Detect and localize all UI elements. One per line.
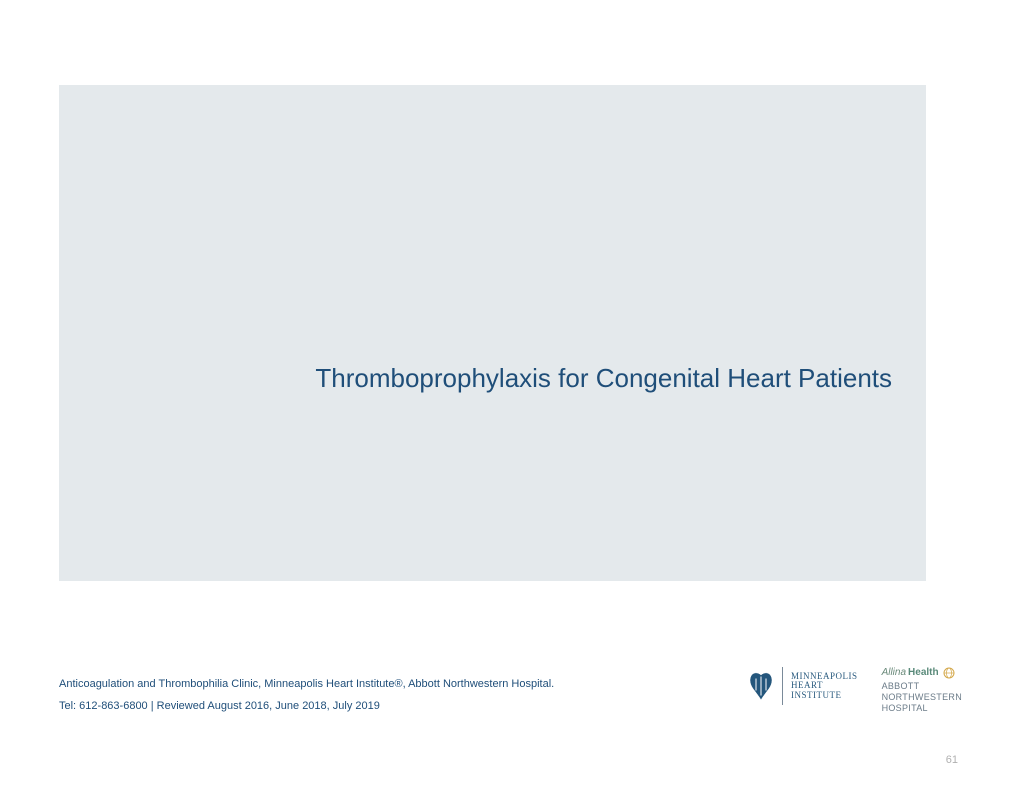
health-text: Health — [908, 667, 939, 679]
mhi-line3: INSTITUTE — [791, 691, 858, 700]
allina-logo: Allina Health ABBOTT NORTHWESTERN HOSPIT… — [882, 667, 962, 713]
abbott-line1: ABBOTT — [882, 681, 962, 692]
abbott-line2: NORTHWESTERN — [882, 692, 962, 703]
title-block: Thromboprophylaxis for Congenital Heart … — [59, 85, 926, 581]
abbott-line3: HOSPITAL — [882, 703, 962, 714]
globe-icon — [943, 667, 955, 679]
page-title: Thromboprophylaxis for Congenital Heart … — [315, 363, 892, 394]
allina-text: Allina — [882, 667, 906, 679]
footer-text: Anticoagulation and Thrombophilia Clinic… — [59, 676, 699, 715]
mhi-divider — [782, 667, 783, 705]
logos-container: MINNEAPOLIS HEART INSTITUTE Allina Healt… — [748, 667, 962, 713]
tel-info: Tel: 612-863-6800 | Reviewed August 2016… — [59, 698, 699, 716]
clinic-info: Anticoagulation and Thrombophilia Clinic… — [59, 676, 699, 694]
mhi-text: MINNEAPOLIS HEART INSTITUTE — [791, 672, 858, 700]
mhi-logo: MINNEAPOLIS HEART INSTITUTE — [748, 667, 858, 705]
heart-icon — [748, 671, 774, 701]
allina-top-row: Allina Health — [882, 667, 962, 679]
page-number: 61 — [946, 754, 958, 766]
